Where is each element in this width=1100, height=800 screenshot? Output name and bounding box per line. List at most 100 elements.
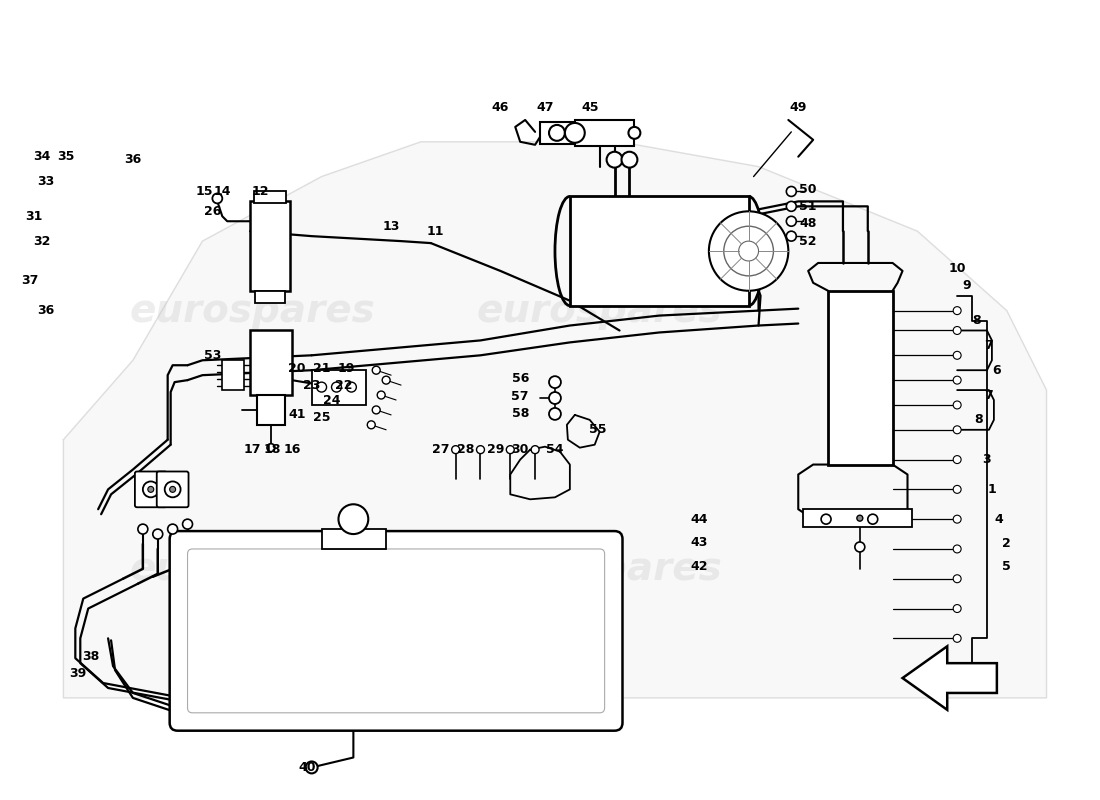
Circle shape <box>531 446 539 454</box>
FancyBboxPatch shape <box>157 471 188 507</box>
Text: 41: 41 <box>288 408 306 422</box>
Text: 39: 39 <box>69 666 87 679</box>
Text: 27: 27 <box>432 443 450 456</box>
Text: 28: 28 <box>456 443 474 456</box>
Polygon shape <box>902 646 997 710</box>
Circle shape <box>954 401 961 409</box>
Text: 11: 11 <box>427 225 444 238</box>
Circle shape <box>954 605 961 613</box>
Circle shape <box>954 574 961 582</box>
Circle shape <box>868 514 878 524</box>
Text: 52: 52 <box>800 234 817 248</box>
Text: 35: 35 <box>57 150 74 163</box>
Text: 48: 48 <box>800 217 817 230</box>
Text: 50: 50 <box>800 183 817 196</box>
Circle shape <box>954 326 961 334</box>
Text: 20: 20 <box>288 362 306 374</box>
Polygon shape <box>64 142 1046 698</box>
Bar <box>250 202 289 290</box>
Text: 16: 16 <box>283 443 300 456</box>
Text: 43: 43 <box>691 535 707 549</box>
Text: 34: 34 <box>33 150 51 163</box>
Text: 17: 17 <box>243 443 261 456</box>
Circle shape <box>954 515 961 523</box>
Circle shape <box>857 515 862 521</box>
Text: 9: 9 <box>962 279 971 292</box>
Text: 25: 25 <box>312 411 330 424</box>
Text: 14: 14 <box>213 185 231 198</box>
Text: 58: 58 <box>512 407 529 421</box>
Circle shape <box>549 408 561 420</box>
Bar <box>222 360 244 390</box>
Circle shape <box>549 392 561 404</box>
Circle shape <box>954 545 961 553</box>
Bar <box>540 122 575 144</box>
Text: 54: 54 <box>547 443 563 456</box>
Circle shape <box>954 351 961 359</box>
Bar <box>311 370 366 405</box>
Circle shape <box>143 482 158 498</box>
Circle shape <box>954 456 961 463</box>
Text: 8: 8 <box>972 314 981 327</box>
Text: eurospares: eurospares <box>476 292 723 330</box>
Circle shape <box>377 391 385 399</box>
Text: 24: 24 <box>322 394 340 406</box>
Text: eurospares: eurospares <box>129 292 375 330</box>
Circle shape <box>212 194 222 203</box>
Circle shape <box>786 231 796 241</box>
Circle shape <box>167 524 177 534</box>
Text: 56: 56 <box>512 372 529 385</box>
FancyBboxPatch shape <box>135 471 167 507</box>
Circle shape <box>606 152 623 168</box>
Text: 45: 45 <box>581 101 598 114</box>
Bar <box>575 120 635 146</box>
Text: 5: 5 <box>1002 560 1011 574</box>
Text: 31: 31 <box>25 210 42 222</box>
Text: 32: 32 <box>33 234 51 248</box>
Circle shape <box>954 486 961 494</box>
Circle shape <box>138 524 147 534</box>
Text: 29: 29 <box>486 443 504 456</box>
Text: 22: 22 <box>334 378 352 392</box>
Circle shape <box>372 366 381 374</box>
Circle shape <box>724 226 773 276</box>
Text: 19: 19 <box>338 362 355 374</box>
Text: 57: 57 <box>512 390 529 402</box>
Text: eurospares: eurospares <box>476 550 723 588</box>
Circle shape <box>786 216 796 226</box>
Text: 15: 15 <box>196 185 213 198</box>
Text: 44: 44 <box>690 513 707 526</box>
Circle shape <box>153 529 163 539</box>
Circle shape <box>372 406 381 414</box>
Text: 49: 49 <box>790 101 807 114</box>
Circle shape <box>621 152 637 168</box>
Text: 13: 13 <box>383 220 399 233</box>
Text: 12: 12 <box>251 185 268 198</box>
Circle shape <box>165 482 180 498</box>
Circle shape <box>739 241 759 261</box>
Circle shape <box>183 519 192 529</box>
Circle shape <box>346 382 356 392</box>
Text: 4: 4 <box>994 513 1003 526</box>
Circle shape <box>331 382 341 392</box>
Text: 33: 33 <box>37 175 54 188</box>
Text: 6: 6 <box>992 364 1001 377</box>
FancyBboxPatch shape <box>169 531 623 730</box>
Text: 1: 1 <box>988 483 997 496</box>
Text: 51: 51 <box>800 200 817 213</box>
Text: 47: 47 <box>537 101 553 114</box>
Bar <box>257 395 285 425</box>
Circle shape <box>565 123 585 142</box>
Circle shape <box>169 486 176 492</box>
Text: 10: 10 <box>948 262 966 275</box>
Text: 36: 36 <box>124 153 142 166</box>
Circle shape <box>855 542 865 552</box>
Text: 23: 23 <box>302 378 320 392</box>
Text: 18: 18 <box>263 443 280 456</box>
Circle shape <box>708 211 789 290</box>
Circle shape <box>954 426 961 434</box>
Bar <box>828 290 892 465</box>
Circle shape <box>452 446 460 454</box>
Text: 36: 36 <box>37 304 54 317</box>
Bar <box>250 330 292 395</box>
